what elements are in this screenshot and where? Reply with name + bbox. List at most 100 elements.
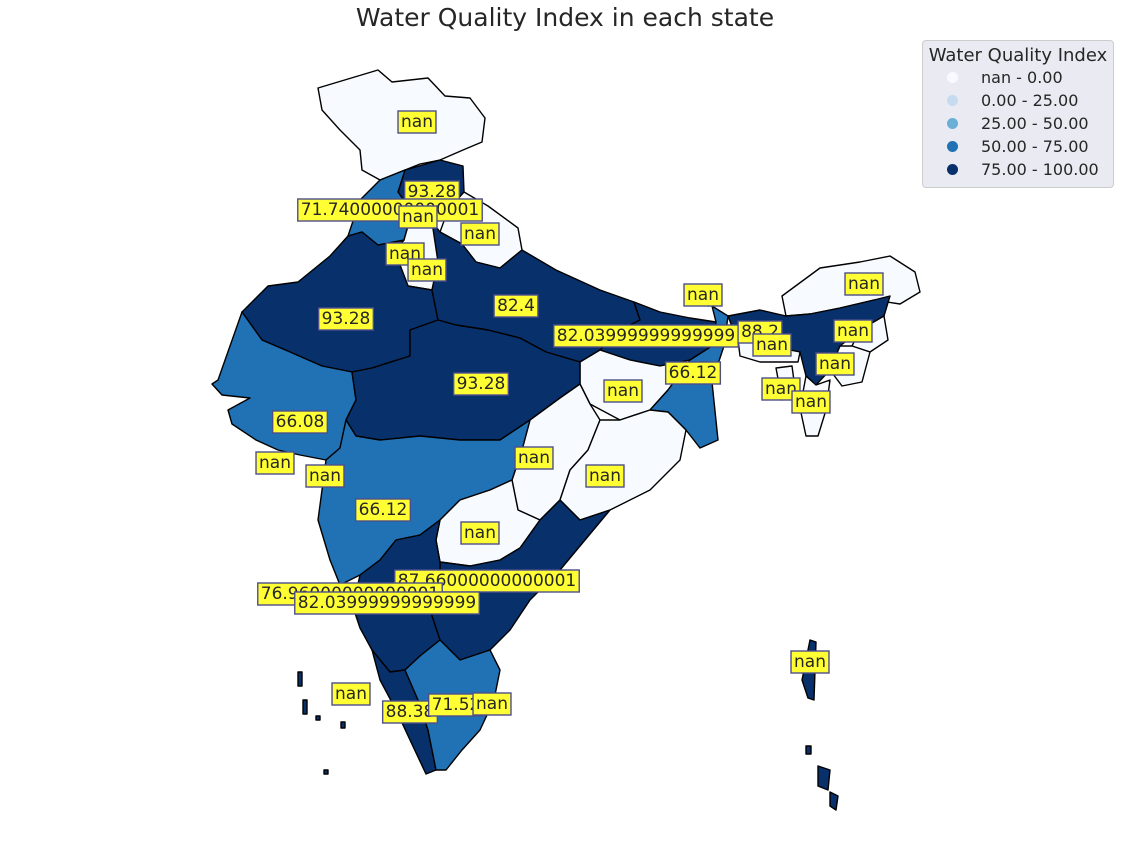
value-label-rajasthan: 93.28 — [317, 307, 375, 331]
value-label-box — [294, 591, 480, 615]
value-label-uttarakhand: nan — [460, 222, 500, 246]
value-label-chhattisgarh: nan — [514, 446, 554, 470]
value-label-box — [472, 692, 512, 716]
value-label-box — [815, 352, 855, 376]
value-label-text: 82.03999999999999 — [298, 593, 476, 613]
value-label-text: nan — [795, 392, 827, 412]
value-label-box — [255, 451, 295, 475]
value-label-box — [761, 377, 801, 401]
region-lakshadweep — [297, 671, 346, 775]
value-label-tripura: nan — [761, 377, 801, 401]
map-title: Water Quality Index in each state — [355, 3, 775, 32]
value-label-box — [514, 446, 554, 470]
legend-item-label: 50.00 - 75.00 — [981, 137, 1089, 156]
value-label-box — [493, 294, 539, 318]
value-label-box — [844, 272, 884, 296]
legend-item: 0.00 - 25.00 — [923, 89, 1113, 112]
value-label-box — [452, 372, 510, 396]
value-label-box — [407, 258, 447, 282]
value-label-box — [460, 521, 500, 545]
value-label-text: nan — [259, 453, 291, 473]
legend-item: 50.00 - 75.00 — [923, 135, 1113, 158]
value-label-text: nan — [464, 224, 496, 244]
value-label-box — [460, 222, 500, 246]
value-label-tamil-nadu: 71.52 — [427, 693, 485, 717]
value-label-text: nan — [401, 112, 433, 132]
value-label-text: 88.38 — [386, 702, 435, 722]
value-label-bihar: 82.03999999999999 — [553, 324, 739, 348]
value-label-odisha: nan — [585, 464, 625, 488]
value-label-text: nan — [837, 321, 869, 341]
value-label-nagaland: nan — [833, 319, 873, 343]
legend-item-label: 25.00 - 50.00 — [981, 114, 1089, 133]
value-label-text: 93.28 — [408, 182, 457, 202]
value-label-text: 71.52 — [432, 695, 481, 715]
value-label-karnataka: 82.03999999999999 — [294, 591, 480, 615]
value-label-arunachal-pradesh: nan — [844, 272, 884, 296]
value-label-madhya-pradesh: 93.28 — [452, 372, 510, 396]
value-label-jharkhand: nan — [603, 379, 643, 403]
value-label-box — [603, 379, 643, 403]
value-label-text: 82.4 — [497, 296, 535, 316]
legend-swatch-icon — [947, 141, 958, 152]
value-label-text: nan — [848, 274, 880, 294]
value-label-text: nan — [756, 335, 788, 355]
value-label-mizoram: nan — [791, 390, 831, 414]
legend-swatch-icon — [947, 95, 958, 106]
value-label-box — [317, 307, 375, 331]
value-label-text: nan — [794, 652, 826, 672]
value-label-box — [354, 498, 412, 522]
value-label-lakshadweep: nan — [331, 682, 371, 706]
legend-item-label: nan - 0.00 — [981, 68, 1063, 87]
value-label-punjab: 71.74000000000001 — [297, 198, 483, 222]
value-label-box — [271, 410, 329, 434]
value-label-text: nan — [309, 466, 341, 486]
value-label-box — [752, 333, 792, 357]
legend-item: nan - 0.00 — [923, 66, 1113, 89]
value-label-text: nan — [589, 466, 621, 486]
value-label-text: 66.12 — [359, 500, 408, 520]
value-label-meghalaya: nan — [752, 333, 792, 357]
value-label-text: nan — [335, 684, 367, 704]
legend-title: Water Quality Index — [928, 45, 1108, 66]
value-label-box — [833, 319, 873, 343]
region-andaman-nicobar — [801, 639, 839, 811]
value-label-text: nan — [687, 285, 719, 305]
legend-swatch-icon — [947, 72, 958, 83]
value-label-text: 93.28 — [322, 309, 371, 329]
value-label-text: 71.74000000000001 — [301, 200, 479, 220]
legend-item: 75.00 - 100.00 — [923, 158, 1113, 181]
value-label-manipur: nan — [815, 352, 855, 376]
value-label-uttar-pradesh: 82.4 — [493, 294, 539, 318]
value-label-text: 82.03999999999999 — [557, 326, 735, 346]
value-label-himachal-pradesh: 93.28 — [403, 180, 461, 204]
value-label-box — [305, 464, 345, 488]
value-label-sikkim: nan — [683, 283, 723, 307]
legend-item: 25.00 - 50.00 — [923, 112, 1113, 135]
value-label-box — [397, 110, 437, 134]
value-label-gujarat: 66.08 — [271, 410, 329, 434]
legend-swatch-icon — [947, 164, 958, 175]
legend-item-label: 75.00 - 100.00 — [981, 160, 1099, 179]
value-label-dadra-nagar-haveli: nan — [305, 464, 345, 488]
value-label-kerala: 88.38 — [381, 700, 439, 724]
value-label-telangana: nan — [460, 521, 500, 545]
value-label-text: nan — [607, 381, 639, 401]
value-label-text: nan — [402, 207, 434, 227]
value-label-west-bengal: 66.12 — [664, 361, 722, 385]
value-label-daman-diu: nan — [255, 451, 295, 475]
value-label-andaman-nicobar: nan — [790, 650, 830, 674]
value-label-text: 66.12 — [669, 363, 718, 383]
value-label-box — [664, 361, 722, 385]
value-label-text: nan — [518, 448, 550, 468]
value-label-box — [585, 464, 625, 488]
legend-swatch-icon — [947, 118, 958, 129]
value-label-text: nan — [765, 379, 797, 399]
value-label-box — [683, 283, 723, 307]
value-label-text: nan — [411, 260, 443, 280]
value-label-text: 66.08 — [276, 412, 325, 432]
legend-item-label: 0.00 - 25.00 — [981, 91, 1079, 110]
value-label-box — [331, 682, 371, 706]
value-label-delhi: nan — [407, 258, 447, 282]
legend: Water Quality Index nan - 0.00 0.00 - 25… — [922, 40, 1114, 188]
